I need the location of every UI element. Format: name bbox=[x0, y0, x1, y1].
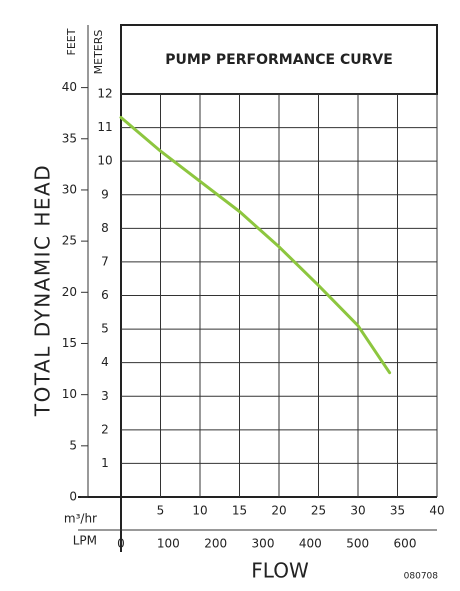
x-tick-label: 20 bbox=[271, 504, 286, 518]
y-tick-label: 6 bbox=[101, 288, 109, 302]
y2-tick-label: 40 bbox=[62, 80, 77, 94]
x-tick-label: 15 bbox=[232, 504, 247, 518]
y2-tick-label: 5 bbox=[69, 438, 77, 452]
y-tick-label: 4 bbox=[101, 355, 109, 369]
x2-tick-label: 0 bbox=[117, 537, 125, 551]
x-tick-label: 25 bbox=[311, 504, 326, 518]
y-tick-label: 7 bbox=[101, 254, 109, 268]
y-axis-label: TOTAL DYNAMIC HEAD bbox=[31, 164, 55, 417]
x2-tick-label: 500 bbox=[346, 537, 369, 551]
y-tick-label: 1 bbox=[101, 456, 109, 470]
y-tick-label: 2 bbox=[101, 422, 109, 436]
x-unit: m³/hr bbox=[64, 512, 97, 526]
x2-tick-label: 400 bbox=[299, 537, 322, 551]
y-tick-label: 11 bbox=[97, 120, 112, 134]
x-tick-label: 5 bbox=[157, 504, 165, 518]
x-tick-label: 30 bbox=[350, 504, 365, 518]
y-tick-label: 12 bbox=[97, 87, 112, 101]
chart-title: PUMP PERFORMANCE CURVE bbox=[165, 52, 393, 68]
x2-tick-label: 300 bbox=[252, 537, 275, 551]
x-tick-label: 35 bbox=[390, 504, 405, 518]
y-unit: METERS bbox=[92, 30, 105, 75]
y2-tick-label: 20 bbox=[62, 285, 77, 299]
y-tick-label: 10 bbox=[97, 154, 112, 168]
x-tick-label: 40 bbox=[429, 504, 444, 518]
y2-tick-label: 30 bbox=[62, 182, 77, 196]
pump-curve bbox=[119, 116, 392, 375]
y2-tick-label: 25 bbox=[62, 234, 77, 248]
y2-tick-label: 0 bbox=[69, 490, 77, 504]
figure-code: 080708 bbox=[404, 572, 439, 582]
y2-tick-label: 35 bbox=[62, 131, 77, 145]
y-tick-label: 8 bbox=[101, 221, 109, 235]
y2-unit: FEET bbox=[65, 28, 78, 55]
y-tick-label: 3 bbox=[101, 389, 109, 403]
x-axis-label: FLOW bbox=[251, 559, 309, 583]
y2-tick-label: 15 bbox=[62, 336, 77, 350]
y-tick-label: 5 bbox=[101, 322, 109, 336]
x-tick-label: 10 bbox=[192, 504, 207, 518]
y2-tick-label: 10 bbox=[62, 387, 77, 401]
x2-tick-label: 100 bbox=[157, 537, 180, 551]
x2-tick-label: 200 bbox=[204, 537, 227, 551]
x2-unit: LPM bbox=[73, 534, 97, 548]
y-tick-label: 9 bbox=[101, 187, 109, 201]
x2-tick-label: 600 bbox=[394, 537, 417, 551]
